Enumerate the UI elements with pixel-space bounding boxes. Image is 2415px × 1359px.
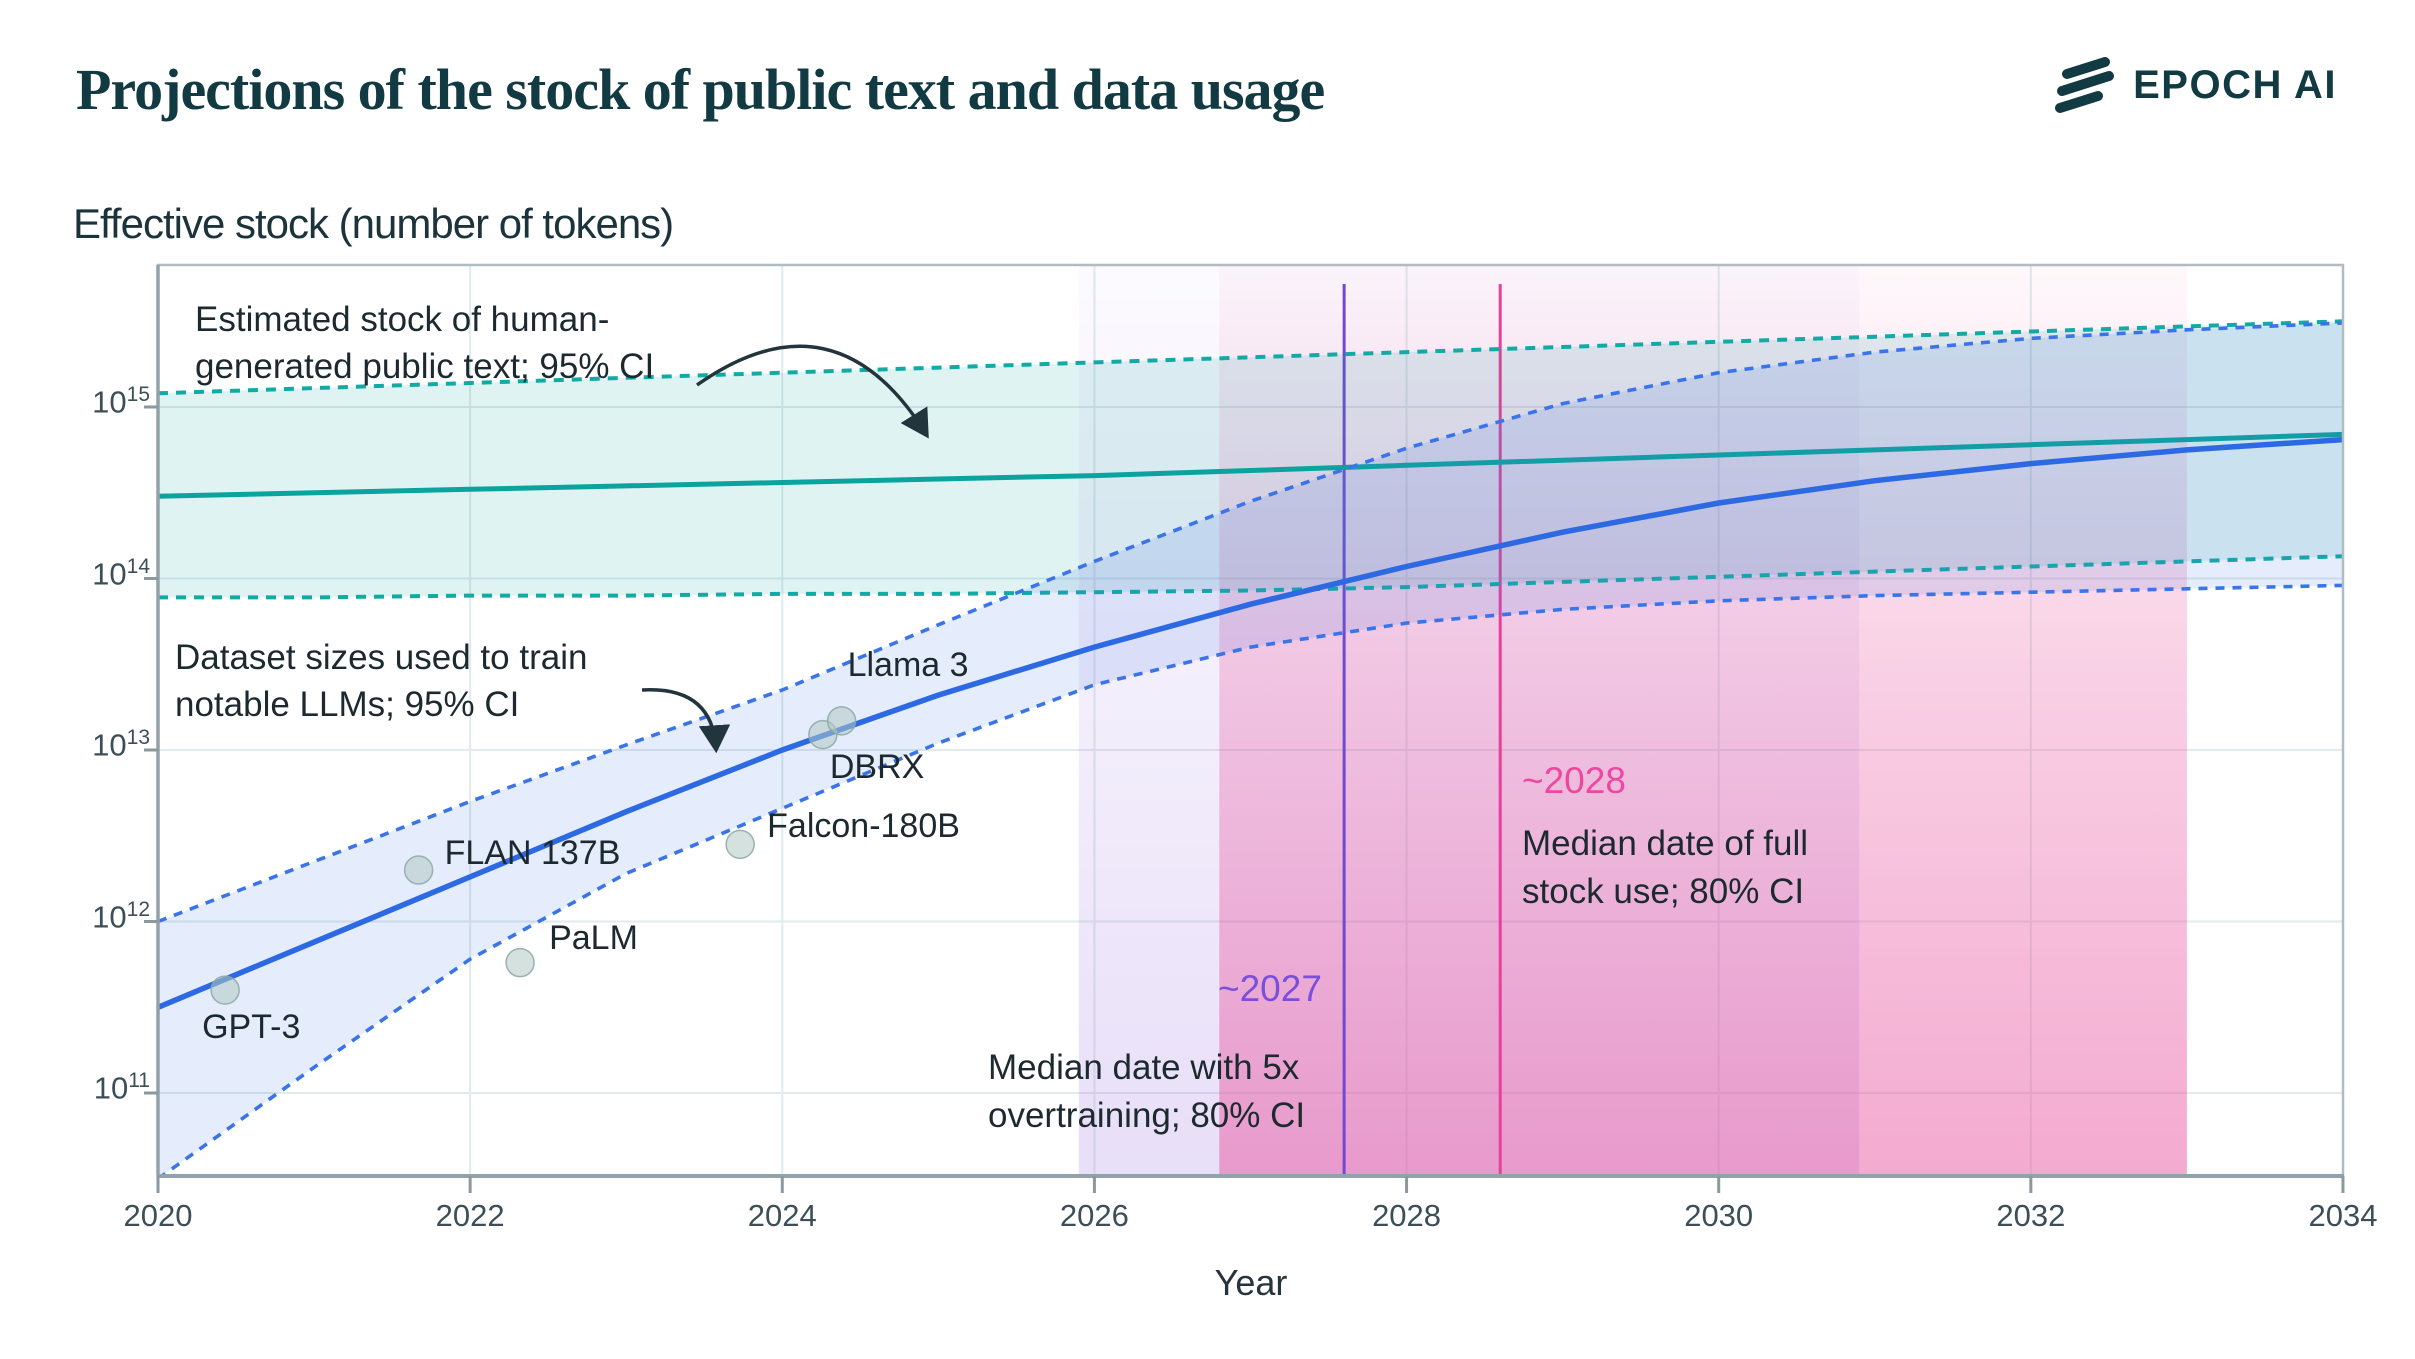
x-axis-title: Year — [1214, 1262, 1288, 1303]
point-label-falcon-180b: Falcon-180B — [767, 807, 960, 846]
event-label-2028: ~2028 — [1522, 760, 1626, 801]
x-tick-2020: 2020 — [123, 1198, 193, 1233]
data-point-llama-3 — [826, 706, 857, 736]
x-tick-2028: 2028 — [1372, 1198, 1442, 1233]
x-tick-2026: 2026 — [1059, 1198, 1129, 1233]
annotation-line: Estimated stock of human- — [195, 300, 610, 339]
annotation-line: generated public text; 95% CI — [195, 347, 655, 386]
event-desc-line: Median date of full — [1522, 824, 1809, 863]
annotation-line: Dataset sizes used to train — [175, 638, 588, 677]
page-title: Projections of the stock of public text … — [76, 57, 1325, 122]
data-point-falcon-180b — [725, 829, 755, 860]
x-tick-2030: 2030 — [1684, 1198, 1754, 1233]
y-tick-1e13: 1013 — [92, 726, 150, 763]
event-label-2027: ~2027 — [1218, 968, 1322, 1009]
x-tick-2034: 2034 — [2308, 1198, 2378, 1233]
x-tick-2024: 2024 — [747, 1198, 817, 1233]
y-tick-1e14: 1014 — [92, 554, 150, 591]
annotation-dataset-sizes: Dataset sizes used to train notable LLMs… — [175, 634, 587, 728]
x-tick-2022: 2022 — [435, 1198, 505, 1233]
annotation-line: notable LLMs; 95% CI — [175, 685, 520, 724]
data-point-palm — [505, 947, 535, 978]
data-point-flan-137b — [403, 855, 434, 885]
point-label-dbrx: DBRX — [829, 747, 925, 786]
event-desc-line: overtraining; 80% CI — [988, 1096, 1306, 1135]
event-desc-overtraining: Median date with 5x overtraining; 80% CI — [988, 1044, 1305, 1140]
event-desc-line: stock use; 80% CI — [1522, 872, 1805, 911]
point-label-flan-137b: FLAN 137B — [444, 834, 621, 873]
event-desc-full-stock: Median date of full stock use; 80% CI — [1522, 820, 1808, 916]
point-label-palm: PaLM — [549, 918, 638, 957]
annotation-human-text-stock: Estimated stock of human- generated publ… — [195, 296, 654, 390]
data-point-gpt-3 — [210, 975, 240, 1005]
epoch-logo-icon — [2055, 57, 2115, 113]
brand-name: EPOCH AI — [2133, 62, 2337, 107]
point-label-gpt-3: GPT-3 — [202, 1008, 301, 1047]
y-tick-1e11: 1011 — [93, 1069, 150, 1106]
y-tick-1e12: 1012 — [92, 897, 150, 934]
point-label-llama-3: Llama 3 — [847, 645, 969, 684]
brand-logo: EPOCH AI — [2055, 56, 2337, 114]
y-tick-1e15: 1015 — [92, 383, 150, 420]
x-tick-2032: 2032 — [1996, 1198, 2066, 1233]
y-axis-title: Effective stock (number of tokens) — [73, 200, 674, 247]
event-desc-line: Median date with 5x — [988, 1048, 1300, 1087]
